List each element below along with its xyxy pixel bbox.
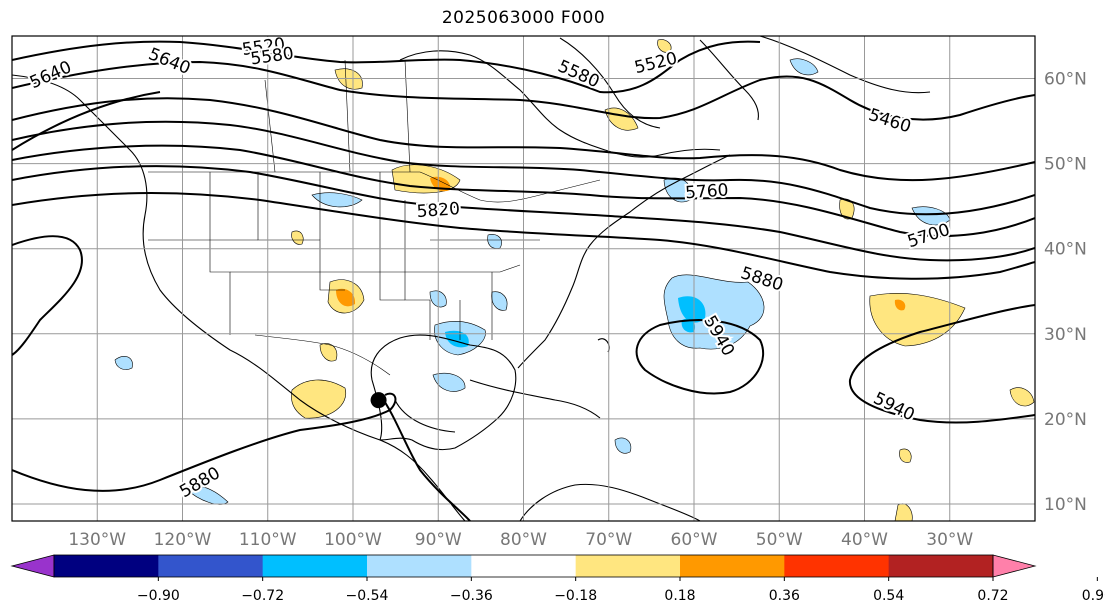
lon-tick-label: 50°W xyxy=(756,530,803,550)
colorbar-segment xyxy=(784,555,890,577)
lat-tick-label: 60°N xyxy=(1044,70,1087,90)
colorbar-tick-label: −0.18 xyxy=(554,588,597,604)
lon-tick-label: 110°W xyxy=(239,530,297,550)
lon-tick-label: 70°W xyxy=(585,530,632,550)
colorbar-tick-label: 0.36 xyxy=(769,588,800,604)
lon-tick-label: 80°W xyxy=(500,530,547,550)
colorbar-tick-label: 0.18 xyxy=(664,588,695,604)
colorbar-tick-label: −0.90 xyxy=(137,588,180,604)
colorbar-segment xyxy=(575,555,681,577)
shading-negative xyxy=(114,58,951,505)
height-contours xyxy=(12,40,1035,521)
colorbar-under-triangle xyxy=(10,554,55,578)
colorbar xyxy=(10,554,1037,578)
colorbar-tick-label: −0.36 xyxy=(450,588,493,604)
colorbar-segment xyxy=(262,555,368,577)
political-borders xyxy=(148,59,601,376)
lon-tick-label: 40°W xyxy=(841,530,888,550)
map-frame xyxy=(11,35,1036,522)
lon-tick-label: 90°W xyxy=(415,530,462,550)
storm-center-marker xyxy=(370,392,387,409)
lon-tick-label: 120°W xyxy=(154,530,212,550)
colorbar-tick-label: 0.54 xyxy=(873,588,904,604)
lat-tick-label: 30°N xyxy=(1044,325,1087,345)
lon-tick-label: 130°W xyxy=(68,530,126,550)
map-title: 2025063000 F000 xyxy=(441,8,606,28)
contour-label-text: 5820 xyxy=(416,199,461,222)
lat-tick-label: 10°N xyxy=(1044,495,1087,515)
lat-tick-label: 40°N xyxy=(1044,240,1087,260)
lon-tick-label: 30°W xyxy=(926,530,973,550)
colorbar-segment xyxy=(680,555,785,577)
lon-tick-label: 60°W xyxy=(671,530,718,550)
colorbar-outline xyxy=(53,554,994,578)
lon-tick-label: 100°W xyxy=(324,530,382,550)
colorbar-tick-labels: −0.90 −0.72 −0.54 −0.36 −0.18 0.18 0.36 0.54 0.7… xyxy=(137,577,1105,604)
colorbar-segment xyxy=(471,555,577,577)
colorbar-segment xyxy=(367,555,472,577)
colorbar-segment xyxy=(54,555,159,577)
colorbar-tick-label: 0.90 xyxy=(1082,588,1105,604)
lat-tick-label: 20°N xyxy=(1044,410,1087,430)
colorbar-segment xyxy=(888,555,994,577)
contour-label: 5820 xyxy=(414,197,463,224)
lat-tick-label: 50°N xyxy=(1044,155,1087,175)
latitude-labels: 10°N 20°N 30°N 40°N 50°N 60°N xyxy=(1044,70,1087,515)
contour-label-text: 5760 xyxy=(685,180,730,203)
longitude-labels: 130°W 120°W 110°W 100°W 90°W 80°W 70°W 60°W 50°W… xyxy=(68,530,973,550)
colorbar-tick-label: −0.72 xyxy=(241,588,284,604)
colorbar-tick-label: −0.54 xyxy=(346,588,389,604)
colorbar-tick-label: 0.72 xyxy=(977,588,1008,604)
contour-label: 5760 xyxy=(683,178,732,205)
colorbar-segment xyxy=(158,555,264,577)
colorbar-over-triangle xyxy=(992,554,1037,578)
